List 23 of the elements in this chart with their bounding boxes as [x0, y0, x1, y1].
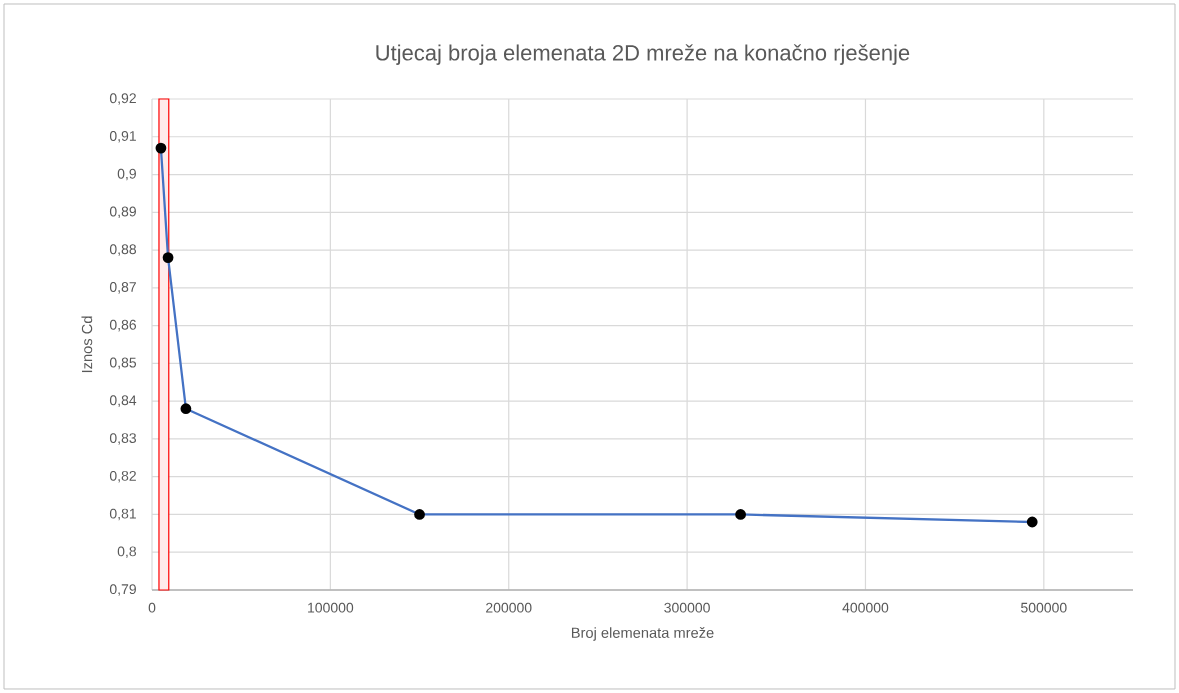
x-axis-title: Broj elemenata mreže [571, 627, 714, 641]
y-tick-label: 0,89 [109, 206, 136, 219]
y-tick-label: 0,85 [109, 357, 137, 370]
x-tick-label: 300000 [664, 602, 710, 613]
y-tick-label: 0,87 [109, 282, 136, 294]
chart-title: Utjecaj broja elemenata 2D mreže na konačno rješenje [376, 44, 910, 65]
y-tick-label: 0,88 [109, 244, 137, 256]
x-tick-label: 100000 [308, 602, 354, 613]
y-tick-label: 0,91 [109, 130, 136, 143]
y-tick-label: 0,92 [109, 93, 136, 105]
y-tick-label: 0,9 [117, 168, 136, 181]
x-tick-label: 0 [148, 602, 156, 613]
y-tick-label: 0,81 [109, 508, 136, 521]
y-tick-label: 0,86 [109, 319, 137, 332]
y-tick-label: 0,83 [109, 433, 137, 445]
x-tick-label: 500000 [1021, 602, 1067, 613]
y-tick-label: 0,84 [109, 395, 137, 407]
y-axis-title: Iznos Cd [81, 316, 93, 373]
y-tick-label: 0,79 [109, 584, 136, 596]
x-tick-label: 200000 [486, 602, 532, 613]
y-tick-label: 0,8 [117, 546, 137, 559]
y-tick-label: 0,82 [109, 470, 136, 483]
x-tick-label: 400000 [842, 602, 889, 613]
